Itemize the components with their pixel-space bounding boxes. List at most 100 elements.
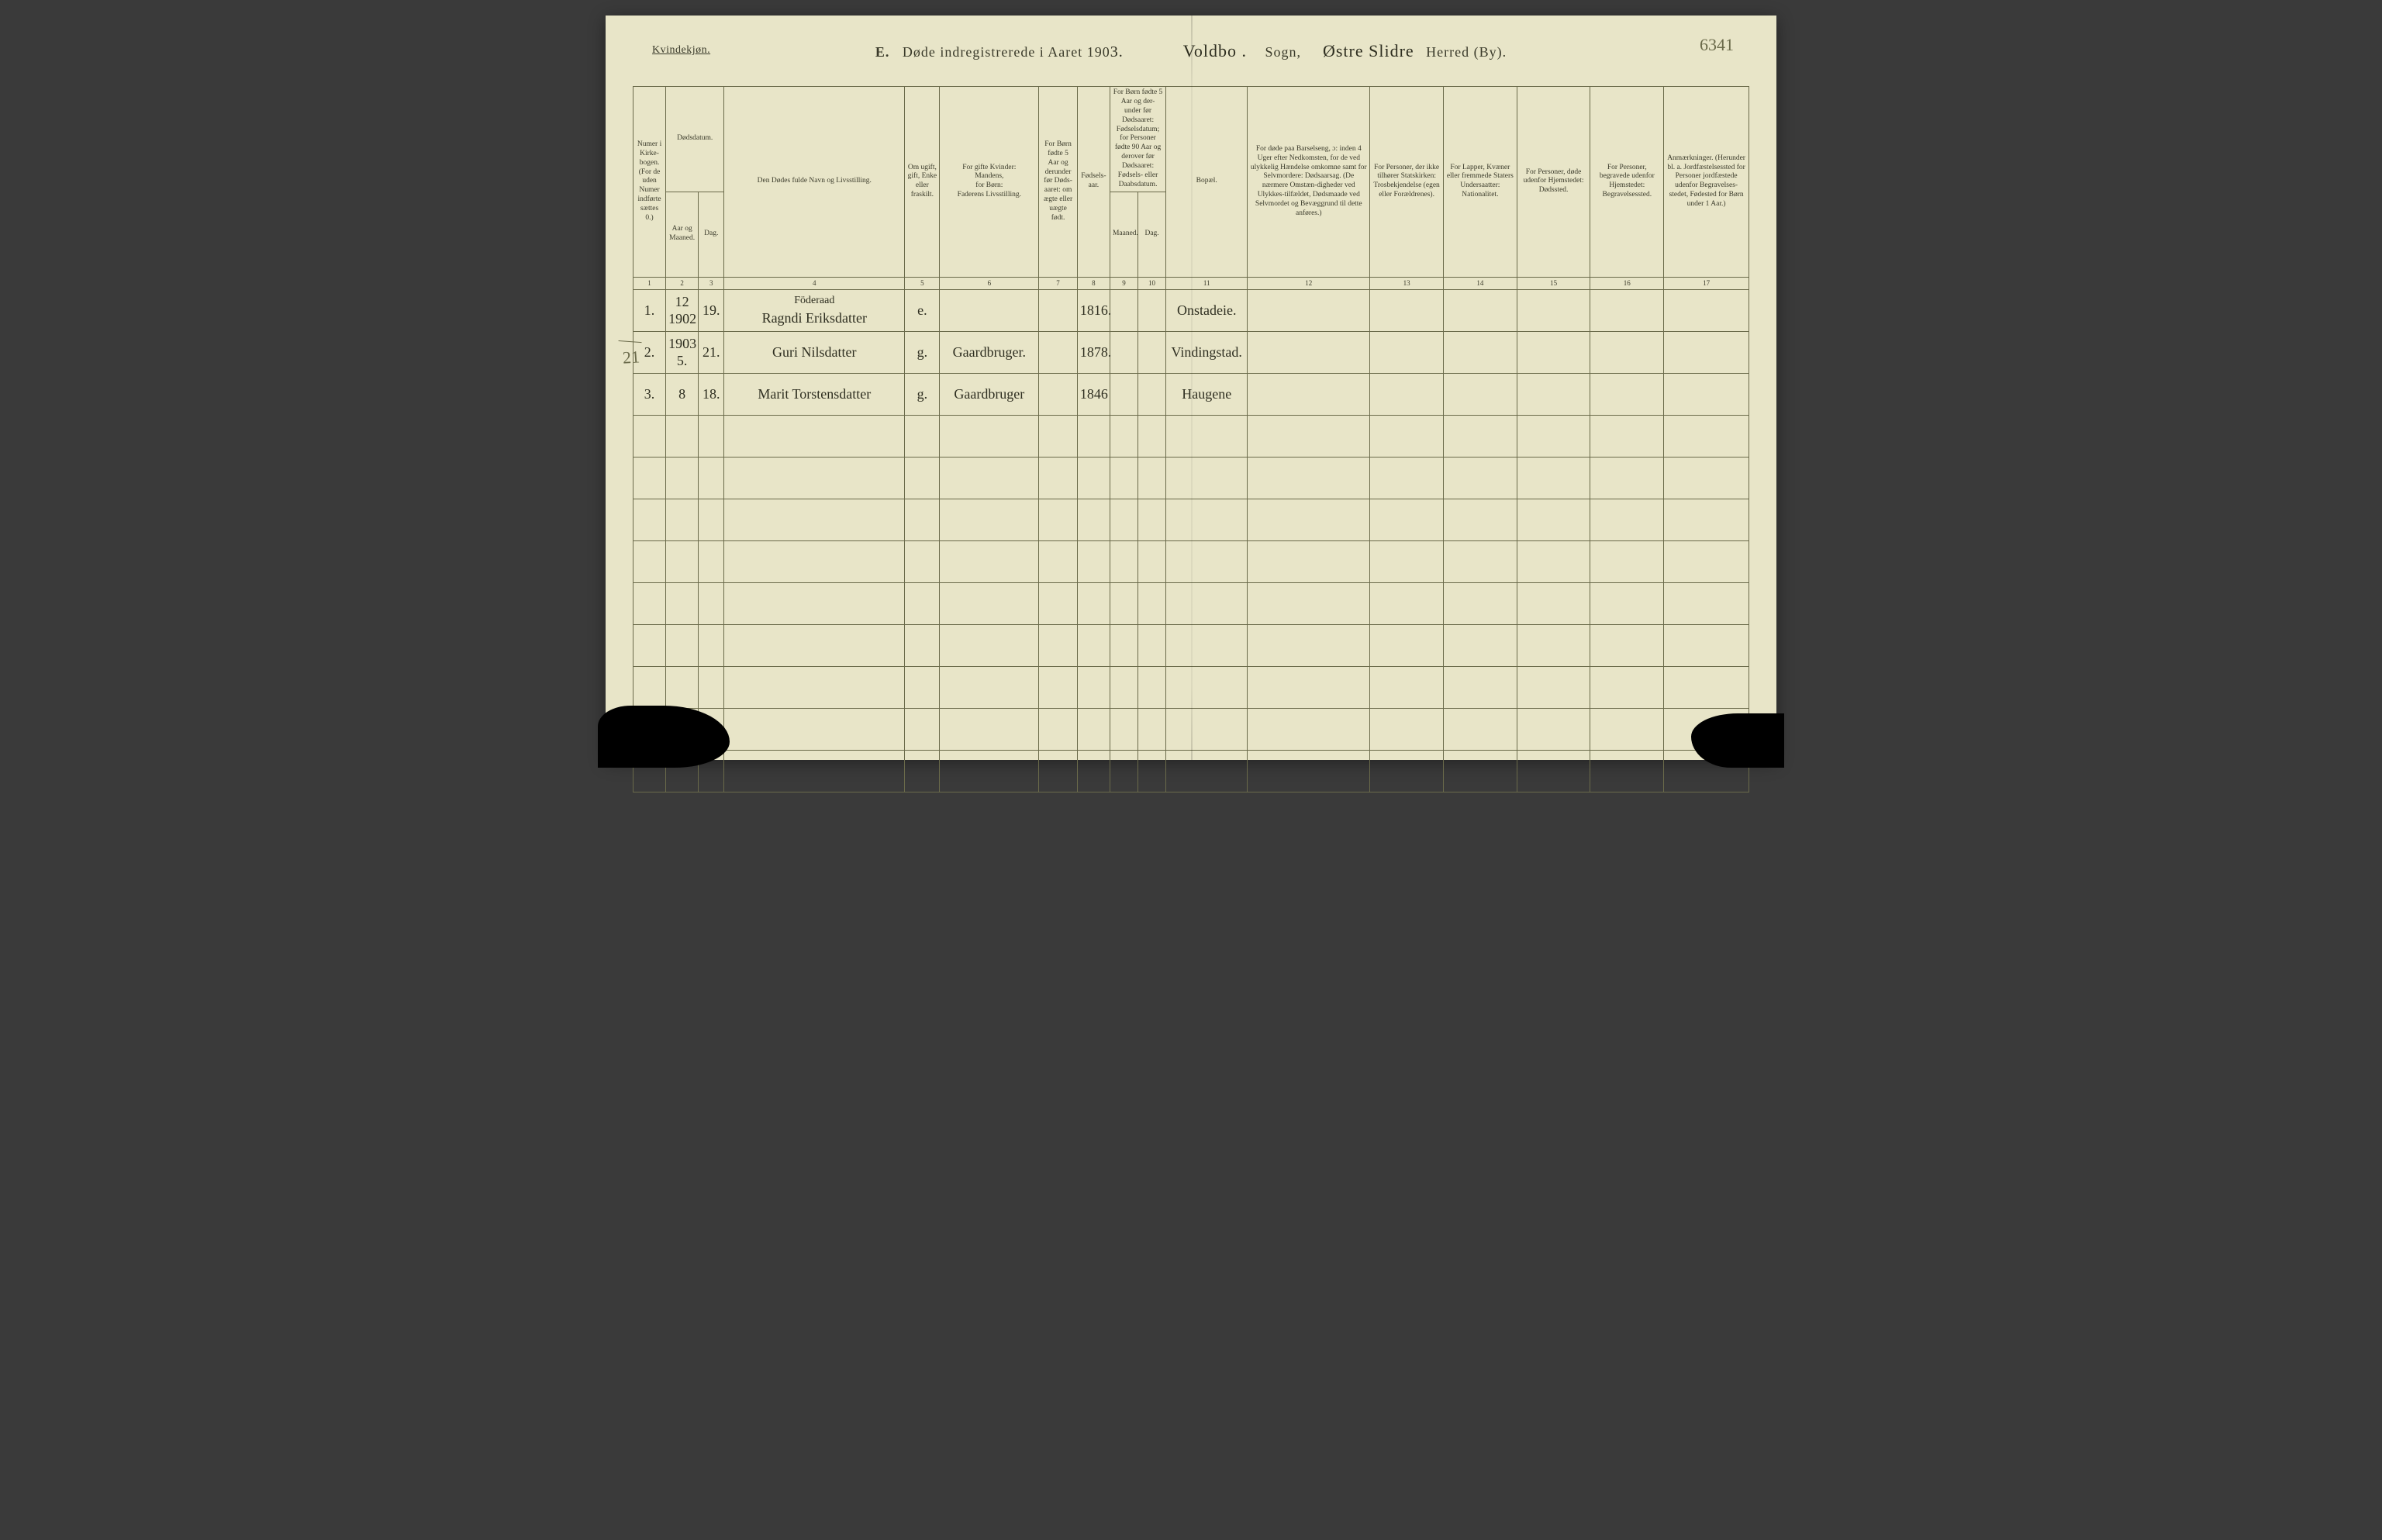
cell-empty: [1166, 499, 1248, 540]
cell-empty: [1110, 582, 1137, 624]
cell-name: Marit Torstensdatter: [724, 373, 905, 415]
cell-empty: [1517, 289, 1590, 331]
cell-empty: [633, 666, 666, 708]
table-row: 2.1903 5.21.Guri Nilsdatterg.Gaardbruger…: [633, 331, 1749, 373]
col-header-13: For Personer, der ikke tilhører Statskir…: [1370, 87, 1444, 278]
cell-empty: [1370, 457, 1444, 499]
cell-empty: [1664, 624, 1749, 666]
column-number-row: 1 2 3 4 5 6 7 8 9 10 11 12 13 14 15 16 1…: [633, 277, 1749, 289]
cell-empty: [1370, 750, 1444, 792]
cell-empty: [724, 624, 905, 666]
cell-empty: [1517, 582, 1590, 624]
cell-empty: [724, 708, 905, 750]
col-header-7: For Børn fødte 5 Aar og derunder før Død…: [1039, 87, 1078, 278]
cell-empty: [1590, 540, 1664, 582]
col-header-5: Om ugift, gift, Enke eller fraskilt.: [905, 87, 940, 278]
col-header-11: Bopæl.: [1166, 87, 1248, 278]
colnum-1: 1: [633, 277, 666, 289]
cell-empty: [1248, 540, 1370, 582]
cell-num: 3.: [633, 373, 666, 415]
cell-empty: [1517, 624, 1590, 666]
cell-empty: [1370, 540, 1444, 582]
cell-empty: [699, 540, 724, 582]
cell-empty: [1370, 415, 1444, 457]
cell-empty: [905, 582, 940, 624]
table-row-empty: [633, 499, 1749, 540]
cell-empty: [1110, 499, 1137, 540]
table-row-empty: [633, 540, 1749, 582]
cell-empty: [1077, 750, 1110, 792]
cell-empty: [1166, 415, 1248, 457]
cell-empty: [905, 750, 940, 792]
cell-fm: [1110, 289, 1137, 331]
cell-aar: 12 1902: [666, 289, 699, 331]
document-page: Kvindekjøn. E. Døde indregistrerede i Aa…: [606, 16, 1776, 760]
colnum-10: 10: [1138, 277, 1166, 289]
cell-empty: [1248, 666, 1370, 708]
cell-empty: [1138, 624, 1166, 666]
cell-empty: [1166, 540, 1248, 582]
cell-empty: [1039, 750, 1078, 792]
cell-empty: [1077, 666, 1110, 708]
cell-empty: [699, 415, 724, 457]
cell-fd: [1138, 289, 1166, 331]
col-header-16: For Personer, begravede udenfor Hjemsted…: [1590, 87, 1664, 278]
cell-empty: [1077, 582, 1110, 624]
register-table: Numer i Kirke-bogen. (For de uden Numer …: [633, 86, 1749, 792]
cell-empty: [666, 624, 699, 666]
cell-empty: [1248, 457, 1370, 499]
cell-dag: 18.: [699, 373, 724, 415]
cell-empty: [940, 708, 1039, 750]
col-header-9-d: Dag.: [1138, 192, 1166, 277]
cell-empty: [1590, 373, 1664, 415]
cell-empty: [1166, 457, 1248, 499]
cell-status: g.: [905, 331, 940, 373]
cell-empty: [1590, 750, 1664, 792]
cell-empty: [1248, 750, 1370, 792]
page-damage-bottom-right: [1691, 713, 1784, 768]
col-header-8: Fødsels-aar.: [1077, 87, 1110, 278]
cell-empty: [1110, 415, 1137, 457]
cell-empty: [724, 499, 905, 540]
cell-empty: [1166, 750, 1248, 792]
year-suffix: 3.: [1110, 43, 1124, 60]
cell-fodselsaar: 1816.: [1077, 289, 1110, 331]
cell-empty: [1517, 373, 1590, 415]
cell-empty: [1370, 708, 1444, 750]
cell-empty: [940, 624, 1039, 666]
cell-empty: [1590, 708, 1664, 750]
cell-empty: [1664, 499, 1749, 540]
colnum-15: 15: [1517, 277, 1590, 289]
cell-empty: [1664, 582, 1749, 624]
colnum-3: 3: [699, 277, 724, 289]
cell-empty: [1664, 331, 1749, 373]
cell-empty: [940, 457, 1039, 499]
colnum-7: 7: [1039, 277, 1078, 289]
table-row: 1.12 190219.FöderaadRagndi Eriksdattere.…: [633, 289, 1749, 331]
cell-empty: [1370, 624, 1444, 666]
cell-bopael: Haugene: [1166, 373, 1248, 415]
colnum-8: 8: [1077, 277, 1110, 289]
cell-empty: [724, 666, 905, 708]
cell-empty: [1138, 666, 1166, 708]
cell-aar: 8: [666, 373, 699, 415]
table-row-empty: [633, 750, 1749, 792]
cell-empty: [1443, 750, 1517, 792]
cell-empty: [1517, 540, 1590, 582]
cell-status: g.: [905, 373, 940, 415]
cell-empty: [1517, 331, 1590, 373]
cell-fodselsaar: 1846: [1077, 373, 1110, 415]
cell-empty: [1664, 373, 1749, 415]
cell-empty: [633, 624, 666, 666]
cell-empty: [1138, 708, 1166, 750]
cell-empty: [1370, 666, 1444, 708]
cell-empty: [1166, 624, 1248, 666]
page-header: Kvindekjøn. E. Døde indregistrerede i Aa…: [633, 35, 1749, 81]
cell-empty: [1590, 457, 1664, 499]
cell-empty: [724, 582, 905, 624]
cell-empty: [905, 624, 940, 666]
cell-empty: [724, 540, 905, 582]
cell-empty: [1517, 750, 1590, 792]
cell-empty: [1077, 415, 1110, 457]
cell-empty: [666, 499, 699, 540]
